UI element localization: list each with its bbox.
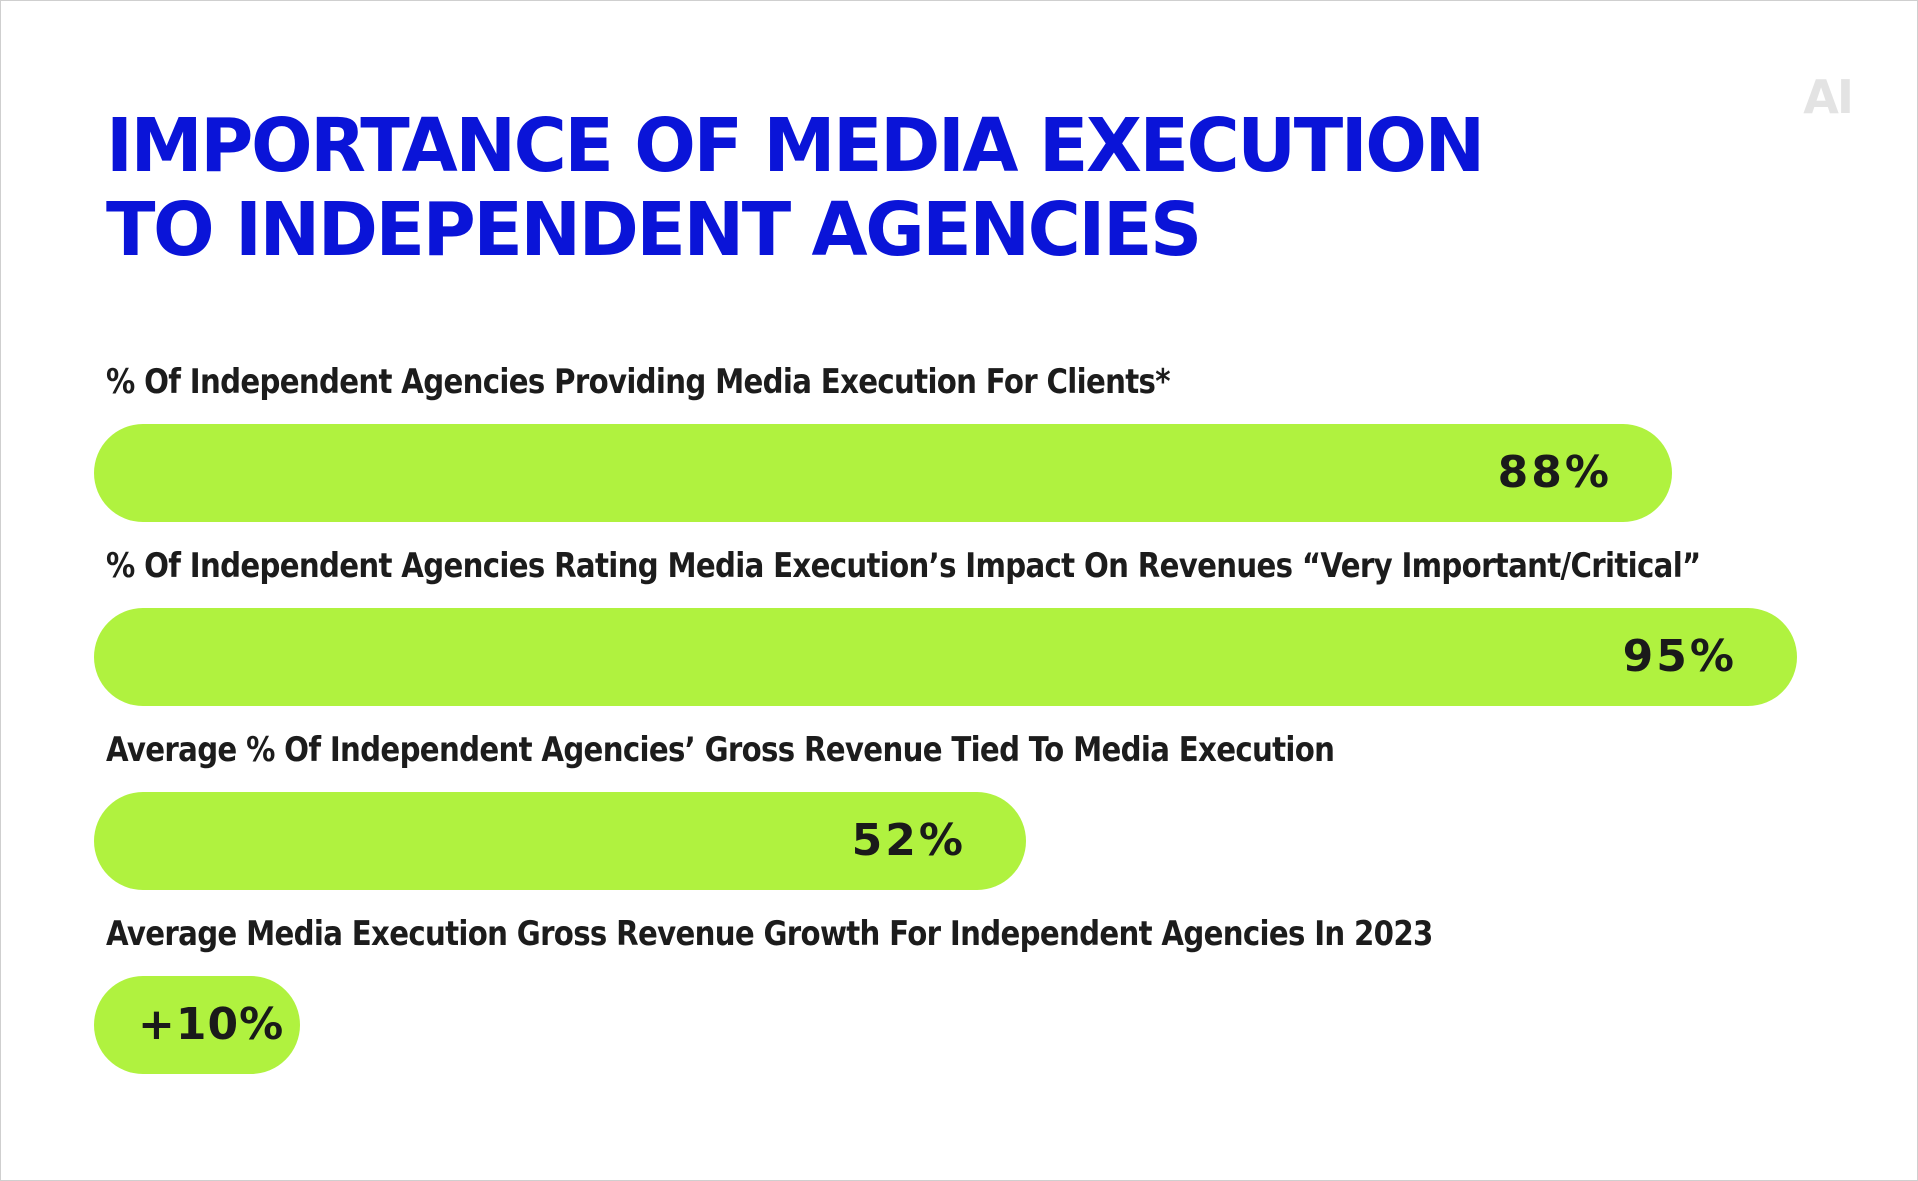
bar-4: +10%	[94, 976, 300, 1074]
bar-label-3: Average % Of Independent Agencies’ Gross…	[106, 730, 1335, 770]
bar-label-2: % Of Independent Agencies Rating Media E…	[106, 546, 1701, 586]
bar-2: 95%	[94, 608, 1797, 706]
bar-label-1: % Of Independent Agencies Providing Medi…	[106, 362, 1171, 402]
bar-label-4: Average Media Execution Gross Revenue Gr…	[106, 914, 1433, 954]
bar-3: 52%	[94, 792, 1026, 890]
bar-1: 88%	[94, 424, 1672, 522]
bar-value-label-3: 52%	[851, 815, 966, 866]
bar-value-label-4: +10%	[138, 999, 285, 1050]
chart-title: IMPORTANCE OF MEDIA EXECUTION TO INDEPEN…	[106, 103, 1485, 273]
brand-logo: AI	[1803, 70, 1854, 124]
bar-value-label-1: 88%	[1497, 447, 1612, 498]
bar-value-label-2: 95%	[1622, 631, 1737, 682]
